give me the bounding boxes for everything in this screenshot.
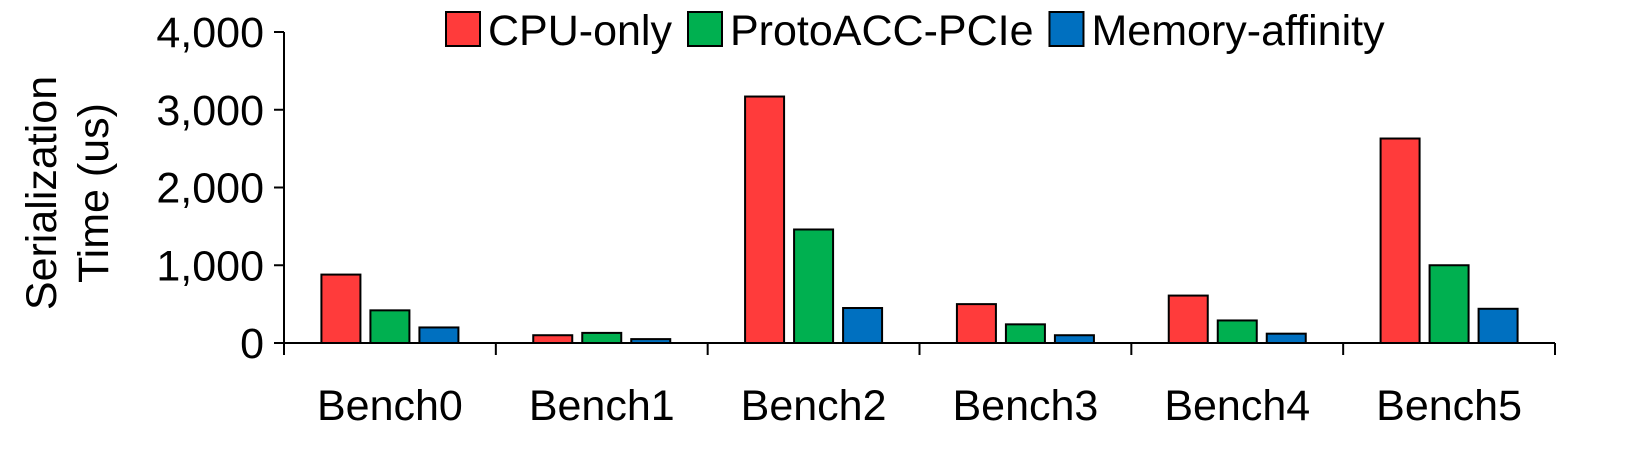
x-category-label: Bench3 — [952, 382, 1098, 430]
bar-cpu-only-bench4 — [1167, 294, 1209, 345]
y-axis-title: Serialization Time (us) — [18, 76, 118, 310]
x-category-label: Bench0 — [317, 382, 463, 430]
bar-protoacc-pcie-bench1 — [581, 331, 623, 344]
legend-label: CPU-only — [488, 7, 672, 55]
bar-cpu-only-bench0 — [320, 273, 362, 344]
x-category-label: Bench2 — [741, 382, 887, 430]
bar-protoacc-pcie-bench2 — [793, 228, 835, 344]
x-category-label: Bench1 — [529, 382, 675, 430]
bar-protoacc-pcie-bench0 — [369, 309, 411, 344]
legend-swatch — [445, 11, 481, 47]
bar-protoacc-pcie-bench3 — [1004, 323, 1046, 344]
x-category-label: Bench5 — [1376, 382, 1522, 430]
legend-swatch — [687, 11, 723, 47]
y-axis: 0 1,000 2,000 3,000 4,000 — [156, 9, 285, 368]
y-tick-label: 0 — [240, 320, 264, 368]
bar-protoacc-pcie-bench5 — [1428, 264, 1470, 344]
bar-cpu-only-bench2 — [744, 95, 786, 344]
x-category-label: Bench4 — [1164, 382, 1310, 430]
legend: CPU-only ProtoACC-PCIe Memory-affinity — [445, 7, 1385, 55]
bar-cpu-only-bench3 — [955, 303, 997, 344]
legend-label: Memory-affinity — [1091, 7, 1385, 55]
bar-memory-affinity-bench4 — [1265, 332, 1307, 345]
bar-protoacc-pcie-bench4 — [1216, 319, 1258, 345]
legend-swatch — [1048, 11, 1085, 47]
bars — [320, 95, 1519, 345]
legend-label: ProtoACC-PCIe — [730, 7, 1033, 55]
y-tick-label: 3,000 — [156, 87, 264, 135]
y-axis-title-line2: Time (us) — [70, 103, 118, 283]
bar-memory-affinity-bench2 — [842, 307, 884, 345]
bar-memory-affinity-bench3 — [1053, 334, 1095, 345]
y-axis-title-line1: Serialization — [18, 76, 66, 310]
y-tick-label: 2,000 — [156, 165, 264, 213]
y-tick-label: 1,000 — [156, 242, 264, 290]
x-axis: Bench0 Bench1 Bench2 Bench3 Bench4 Bench5 — [283, 342, 1556, 430]
bar-cpu-only-bench1 — [532, 334, 574, 345]
y-tick-label: 4,000 — [156, 9, 264, 57]
bar-memory-affinity-bench5 — [1477, 307, 1519, 345]
bar-cpu-only-bench5 — [1379, 137, 1421, 344]
bar-memory-affinity-bench0 — [418, 326, 460, 345]
